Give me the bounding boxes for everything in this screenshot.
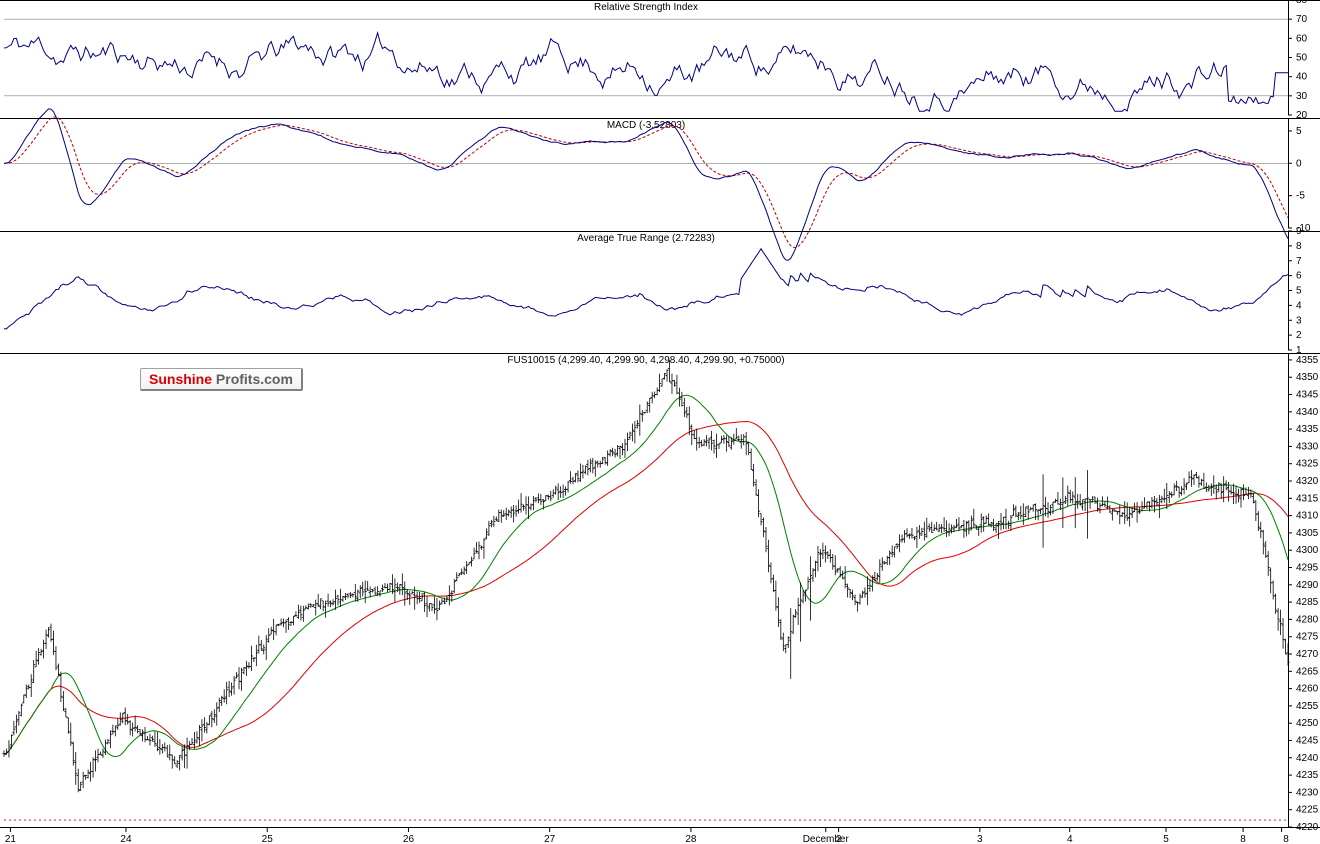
- svg-text:8: 8: [1296, 241, 1302, 252]
- svg-text:7: 7: [1296, 256, 1302, 267]
- svg-text:4270: 4270: [1296, 649, 1319, 660]
- svg-text:4340: 4340: [1296, 407, 1319, 418]
- svg-text:30: 30: [1296, 91, 1308, 102]
- svg-text:2: 2: [1296, 330, 1302, 341]
- svg-text:5: 5: [1296, 126, 1302, 137]
- svg-text:25: 25: [262, 834, 274, 844]
- svg-text:4330: 4330: [1296, 441, 1319, 452]
- svg-text:80: 80: [1296, 0, 1308, 6]
- svg-text:24: 24: [120, 834, 132, 844]
- svg-text:20: 20: [1296, 110, 1308, 121]
- svg-text:Average True Range (2.72283): Average True Range (2.72283): [577, 233, 715, 244]
- svg-text:8: 8: [1283, 834, 1289, 844]
- svg-text:4320: 4320: [1296, 476, 1319, 487]
- svg-text:4: 4: [1296, 300, 1302, 311]
- svg-text:40: 40: [1296, 72, 1308, 83]
- svg-text:9: 9: [1296, 226, 1302, 237]
- svg-text:6: 6: [1296, 271, 1302, 282]
- svg-text:4305: 4305: [1296, 528, 1319, 539]
- svg-text:60: 60: [1296, 33, 1308, 44]
- svg-text:-5: -5: [1296, 191, 1305, 202]
- svg-text:4235: 4235: [1296, 770, 1319, 781]
- svg-text:December: December: [803, 834, 850, 844]
- svg-text:26: 26: [403, 834, 415, 844]
- watermark-part1: Sunshine: [149, 371, 212, 387]
- svg-text:4280: 4280: [1296, 614, 1319, 625]
- watermark: Sunshine Profits.com: [140, 368, 303, 391]
- svg-text:4290: 4290: [1296, 580, 1319, 591]
- svg-text:28: 28: [685, 834, 697, 844]
- svg-text:4265: 4265: [1296, 666, 1319, 677]
- svg-text:4275: 4275: [1296, 632, 1319, 643]
- svg-text:4355: 4355: [1296, 355, 1319, 366]
- svg-text:4345: 4345: [1296, 390, 1319, 401]
- svg-text:0: 0: [1296, 158, 1302, 169]
- svg-text:4335: 4335: [1296, 424, 1319, 435]
- svg-text:4240: 4240: [1296, 753, 1319, 764]
- svg-text:27: 27: [544, 834, 556, 844]
- svg-text:50: 50: [1296, 53, 1308, 64]
- svg-text:4245: 4245: [1296, 736, 1319, 747]
- svg-text:FUS10015 (4,299.40, 4,299.90,: FUS10015 (4,299.40, 4,299.90, 4,298.40, …: [507, 355, 784, 366]
- svg-text:8: 8: [1240, 834, 1246, 844]
- svg-text:4255: 4255: [1296, 701, 1319, 712]
- svg-text:4: 4: [1067, 834, 1073, 844]
- svg-text:4225: 4225: [1296, 805, 1319, 816]
- svg-text:2: 2: [836, 834, 842, 844]
- svg-text:4230: 4230: [1296, 787, 1319, 798]
- watermark-part2: Profits.com: [212, 371, 293, 387]
- svg-text:4315: 4315: [1296, 493, 1319, 504]
- svg-text:4250: 4250: [1296, 718, 1319, 729]
- svg-text:4325: 4325: [1296, 459, 1319, 470]
- chart-svg: 20304050607080Relative Strength Index-10…: [0, 0, 1320, 844]
- svg-text:5: 5: [1296, 286, 1302, 297]
- svg-text:4295: 4295: [1296, 563, 1319, 574]
- svg-text:3: 3: [977, 834, 983, 844]
- svg-text:4260: 4260: [1296, 684, 1319, 695]
- chart-root: 20304050607080Relative Strength Index-10…: [0, 0, 1320, 844]
- svg-text:Relative Strength Index: Relative Strength Index: [594, 2, 698, 13]
- svg-text:3: 3: [1296, 315, 1302, 326]
- svg-text:4310: 4310: [1296, 511, 1319, 522]
- svg-text:21: 21: [5, 834, 17, 844]
- svg-text:5: 5: [1163, 834, 1169, 844]
- svg-text:70: 70: [1296, 14, 1308, 25]
- svg-text:4350: 4350: [1296, 372, 1319, 383]
- svg-text:4300: 4300: [1296, 545, 1319, 556]
- svg-text:4285: 4285: [1296, 597, 1319, 608]
